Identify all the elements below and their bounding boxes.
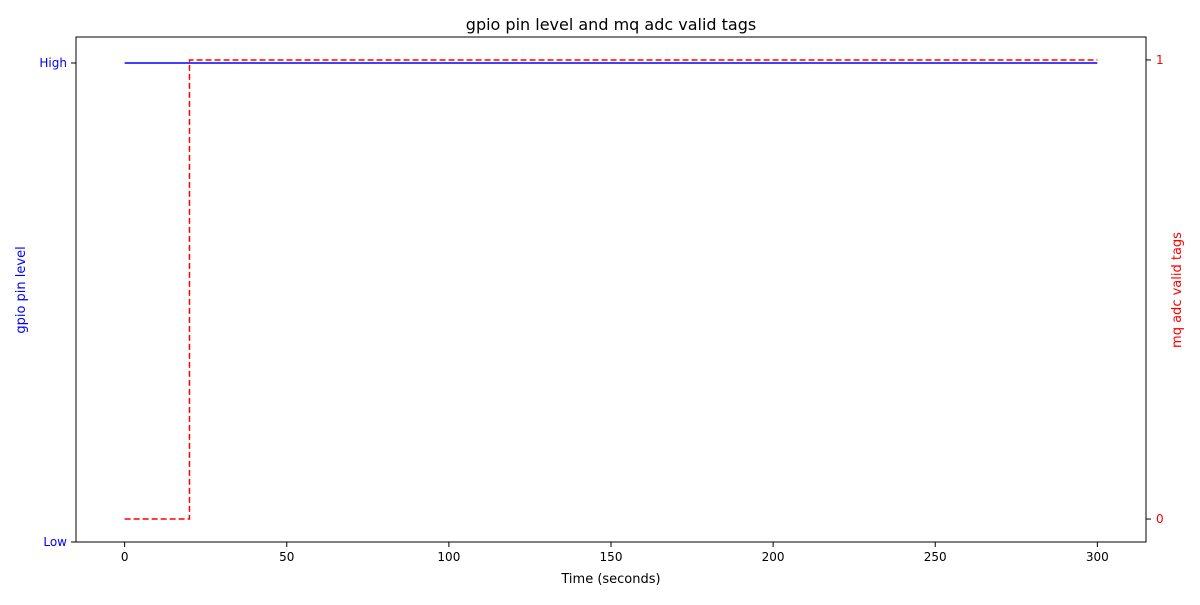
- x-tick-label: 250: [924, 550, 947, 564]
- left-tick-label: High: [39, 56, 67, 70]
- right-axis-ticks: 01: [1146, 53, 1164, 526]
- right-axis-label: mq adc valid tags: [1170, 232, 1185, 348]
- x-tick-label: 200: [762, 550, 785, 564]
- left-tick-label: Low: [43, 535, 67, 549]
- right-tick-label: 1: [1156, 53, 1164, 67]
- x-tick-label: 0: [121, 550, 129, 564]
- series-line-mq-adc-valid-tags: [124, 59, 1098, 520]
- right-tick-label: 0: [1156, 512, 1164, 526]
- x-axis-label: Time (seconds): [560, 572, 660, 587]
- x-tick-label: 100: [437, 550, 460, 564]
- x-axis-ticks: 0 50 100 150 200 250 300: [121, 542, 1109, 564]
- x-tick-label: 300: [1086, 550, 1109, 564]
- x-tick-label: 50: [279, 550, 294, 564]
- series-layer: [124, 59, 1098, 520]
- left-axis-ticks: Low High: [39, 56, 76, 549]
- chart-title: gpio pin level and mq adc valid tags: [466, 15, 756, 34]
- x-tick-label: 150: [600, 550, 623, 564]
- left-axis-label: gpio pin level: [14, 246, 29, 333]
